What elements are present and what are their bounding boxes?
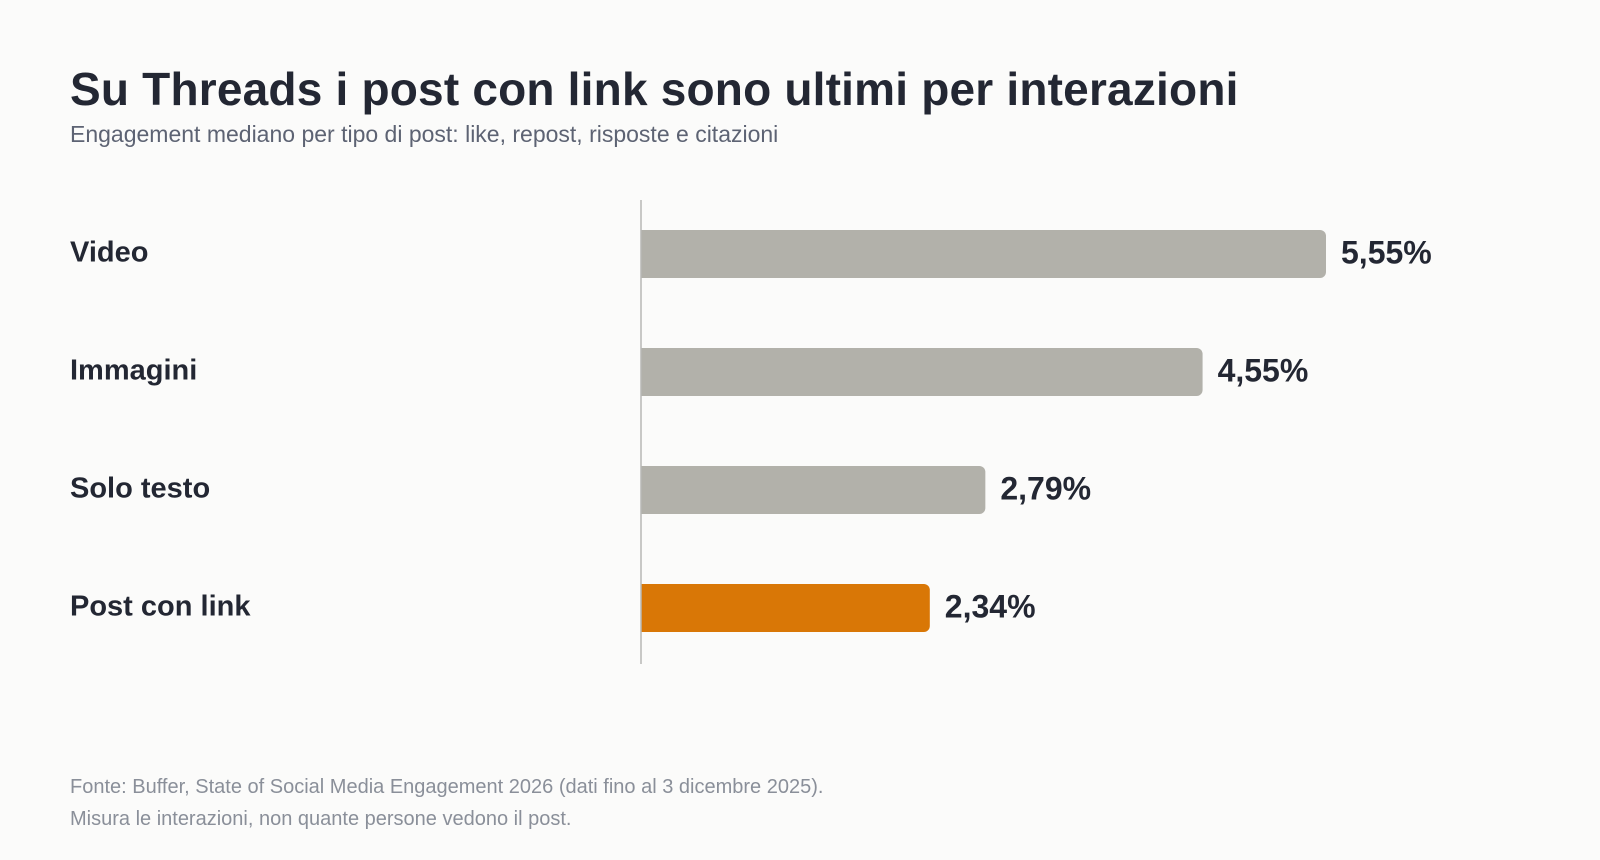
source-note: Fonte: Buffer, State of Social Media Eng… [70,776,824,798]
bar-base [641,348,649,396]
bar [641,230,1326,278]
value-label: 2,34% [945,588,1036,624]
bar-highlight [641,584,930,632]
value-label: 2,79% [1000,470,1091,506]
bar-base [641,584,649,632]
chart-title: Su Threads i post con link sono ultimi p… [70,63,1239,115]
category-label: Immagini [70,355,197,387]
value-label: 5,55% [1341,234,1432,270]
category-label: Post con link [70,591,251,623]
category-label: Solo testo [70,473,210,505]
chart-subtitle: Engagement mediano per tipo di post: lik… [70,121,779,147]
bar [641,348,1203,396]
bar-base [641,466,649,514]
category-label: Video [70,237,148,269]
bar-base [641,230,649,278]
value-label: 4,55% [1218,352,1309,388]
method-note: Misura le interazioni, non quante person… [70,808,572,830]
chart-footer: Fonte: Buffer, State of Social Media Eng… [70,771,823,835]
bar [641,466,986,514]
